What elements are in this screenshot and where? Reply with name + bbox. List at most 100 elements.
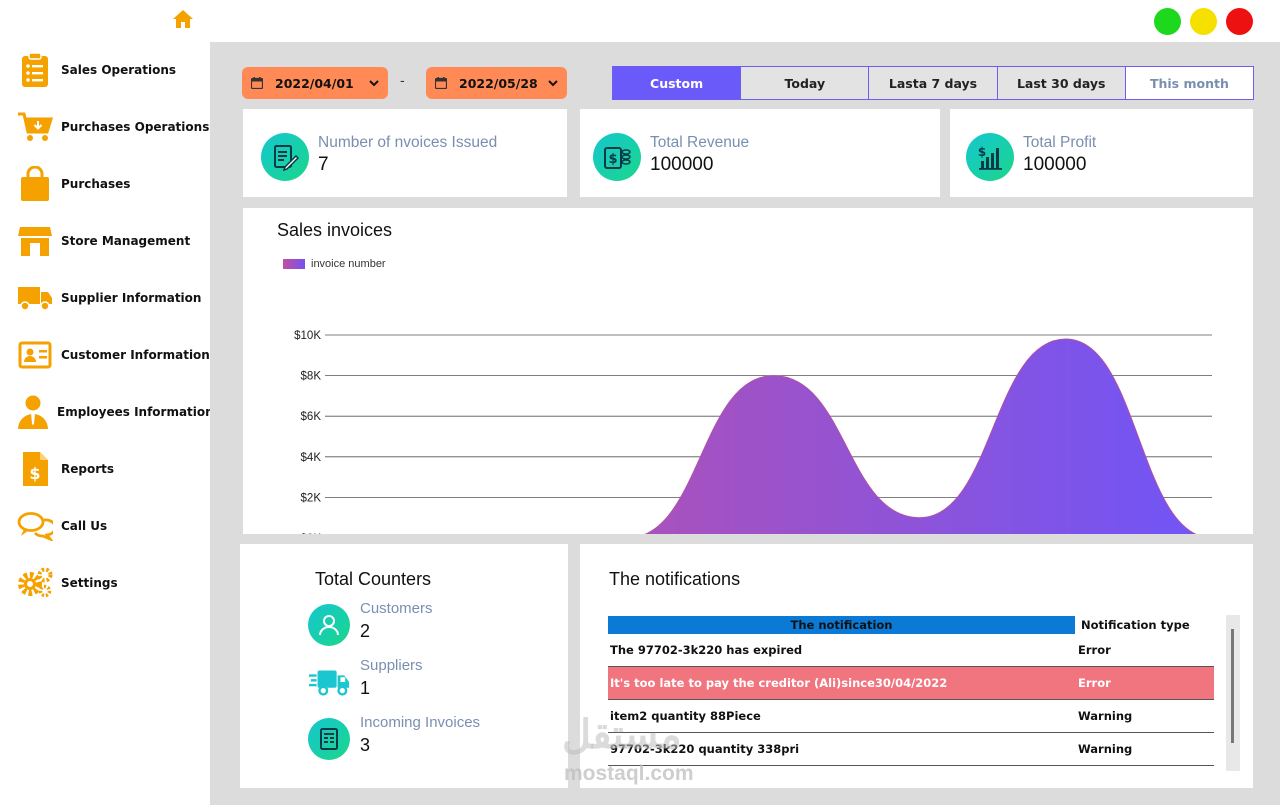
date-separator: -	[400, 72, 405, 88]
table-row[interactable]: It's too late to pay the creditor (Ali)s…	[608, 667, 1214, 700]
sidebar-item-label: Customer Information	[61, 348, 210, 362]
sidebar-item-supplier-information[interactable]: Supplier Information	[16, 277, 210, 319]
date-range-tabs: Custom Today Lasta 7 days Last 30 days T…	[612, 66, 1254, 100]
notification-type: Error	[1078, 676, 1111, 690]
chevron-down-icon	[548, 80, 558, 87]
tab-this-month[interactable]: This month	[1125, 67, 1254, 99]
start-date-picker[interactable]: 2022/04/01	[242, 67, 388, 99]
chevron-down-icon	[369, 80, 379, 87]
person-icon	[308, 604, 350, 646]
legend-swatch	[283, 259, 305, 269]
home-icon[interactable]	[172, 9, 194, 29]
cart-icon	[16, 108, 54, 146]
y-tick-label: $0K	[301, 533, 322, 534]
stat-card-revenue: $ Total Revenue 100000	[580, 109, 940, 197]
sales-invoices-chart: $0K$2K$4K$6K$8K$10K1234567 Sales invoice…	[243, 208, 1253, 534]
sidebar-item-label: Settings	[61, 576, 118, 590]
sidebar: Sales Operations Purchases Operations Pu…	[0, 42, 214, 805]
report-dollar-icon: $	[16, 450, 54, 488]
tab-last-30-days[interactable]: Last 30 days	[997, 67, 1126, 99]
tab-last-7-days[interactable]: Lasta 7 days	[869, 67, 998, 99]
id-card-icon	[16, 336, 54, 374]
sidebar-item-label: Store Management	[61, 234, 191, 248]
sidebar-item-reports[interactable]: $ Reports	[16, 448, 210, 490]
close-button[interactable]	[1226, 8, 1253, 35]
svg-text:$: $	[29, 464, 40, 483]
notification-type: Warning	[1078, 709, 1133, 723]
stat-title: Number of nvoices Issued	[318, 134, 498, 151]
calendar-icon	[435, 77, 447, 89]
sidebar-item-label: Reports	[61, 462, 115, 476]
column-header-notification[interactable]: The notification	[608, 616, 1075, 634]
gears-icon	[16, 564, 54, 602]
stat-title: Total Profit	[1023, 134, 1097, 151]
sidebar-item-customer-information[interactable]: Customer Information	[16, 334, 210, 376]
column-header-type[interactable]: Notification type	[1075, 616, 1214, 634]
sidebar-item-label: Employees Information	[57, 405, 214, 419]
scrollbar-thumb[interactable]	[1231, 629, 1234, 743]
legend-label: invoice number	[311, 258, 386, 270]
notification-message: The 97702-3k220 has expired	[610, 643, 803, 657]
notification-message: item2 quantity 88Piece	[610, 709, 761, 723]
minimize-button[interactable]	[1190, 8, 1217, 35]
truck-icon	[16, 279, 54, 317]
sidebar-item-label: Call Us	[61, 519, 108, 533]
notification-message: 97702-3k220 quantity 338pri	[610, 742, 800, 756]
sidebar-item-settings[interactable]: Settings	[16, 562, 210, 604]
sidebar-item-sales-operations[interactable]: Sales Operations	[16, 49, 210, 91]
counter-label: Suppliers	[360, 657, 423, 674]
sidebar-item-label: Sales Operations	[61, 63, 177, 77]
employee-icon	[16, 393, 50, 431]
tab-custom[interactable]: Custom	[613, 67, 742, 99]
table-header: The notification Notification type	[608, 616, 1214, 634]
counter-customers: Customers 2	[308, 600, 548, 648]
y-tick-label: $2K	[301, 492, 322, 504]
tab-today[interactable]: Today	[741, 67, 870, 99]
notification-message: It's too late to pay the creditor (Ali)s…	[610, 676, 948, 690]
stat-value: 100000	[1023, 154, 1087, 175]
shopping-bag-icon	[16, 165, 54, 203]
sidebar-item-purchases[interactable]: Purchases	[16, 163, 210, 205]
table-row[interactable]: The 97702-3k220 has expired Error	[608, 634, 1214, 667]
sidebar-item-call-us[interactable]: Call Us	[16, 505, 210, 547]
sidebar-item-store-management[interactable]: Store Management	[16, 220, 210, 262]
notifications-title: The notifications	[609, 569, 741, 589]
chart-title: Sales invoices	[277, 220, 393, 240]
stat-card-profit: $ Total Profit 100000	[950, 109, 1253, 197]
calendar-icon	[251, 77, 263, 89]
counters-title: Total Counters	[315, 569, 432, 589]
svg-text:$: $	[978, 145, 986, 159]
title-bar	[0, 0, 1280, 42]
stat-card-invoices: Number of nvoices Issued 7	[243, 109, 567, 197]
chart-legend: invoice number	[283, 258, 386, 270]
y-tick-label: $4K	[301, 452, 322, 464]
sidebar-item-label: Purchases	[61, 177, 131, 191]
counter-incoming-invoices: Incoming Invoices 3	[308, 714, 548, 762]
end-date-picker[interactable]: 2022/05/28	[426, 67, 567, 99]
y-tick-label: $8K	[301, 371, 322, 383]
svg-text:$: $	[608, 152, 617, 167]
series-line	[643, 338, 1198, 534]
end-date-value: 2022/05/28	[459, 75, 538, 91]
profit-chart-icon: $	[966, 133, 1014, 181]
notification-type: Warning	[1078, 742, 1133, 756]
start-date-value: 2022/04/01	[275, 75, 354, 91]
notifications-scrollbar[interactable]	[1226, 615, 1240, 771]
chart-canvas: $0K$2K$4K$6K$8K$10K1234567	[294, 330, 1212, 534]
clipboard-list-icon	[16, 51, 54, 89]
sidebar-item-label: Purchases Operations	[61, 120, 210, 134]
counter-value: 3	[360, 735, 371, 755]
counter-value: 2	[360, 621, 371, 641]
table-row[interactable]: 97702-3k220 quantity 338pri Warning	[608, 733, 1214, 766]
store-icon	[16, 222, 54, 260]
counter-label: Incoming Invoices	[360, 714, 481, 731]
invoice-edit-icon	[261, 133, 309, 181]
sidebar-item-purchases-operations[interactable]: Purchases Operations	[16, 106, 210, 148]
table-row[interactable]: item2 quantity 88Piece Warning	[608, 700, 1214, 733]
money-icon: $	[593, 133, 641, 181]
sidebar-item-label: Supplier Information	[61, 291, 202, 305]
main-content: 2022/04/01 - 2022/05/28 Custom Today Las…	[210, 42, 1280, 805]
sidebar-item-employees-information[interactable]: Employees Information	[16, 391, 214, 433]
notifications-table: The notification Notification type The 9…	[608, 616, 1214, 766]
maximize-button[interactable]	[1154, 8, 1181, 35]
